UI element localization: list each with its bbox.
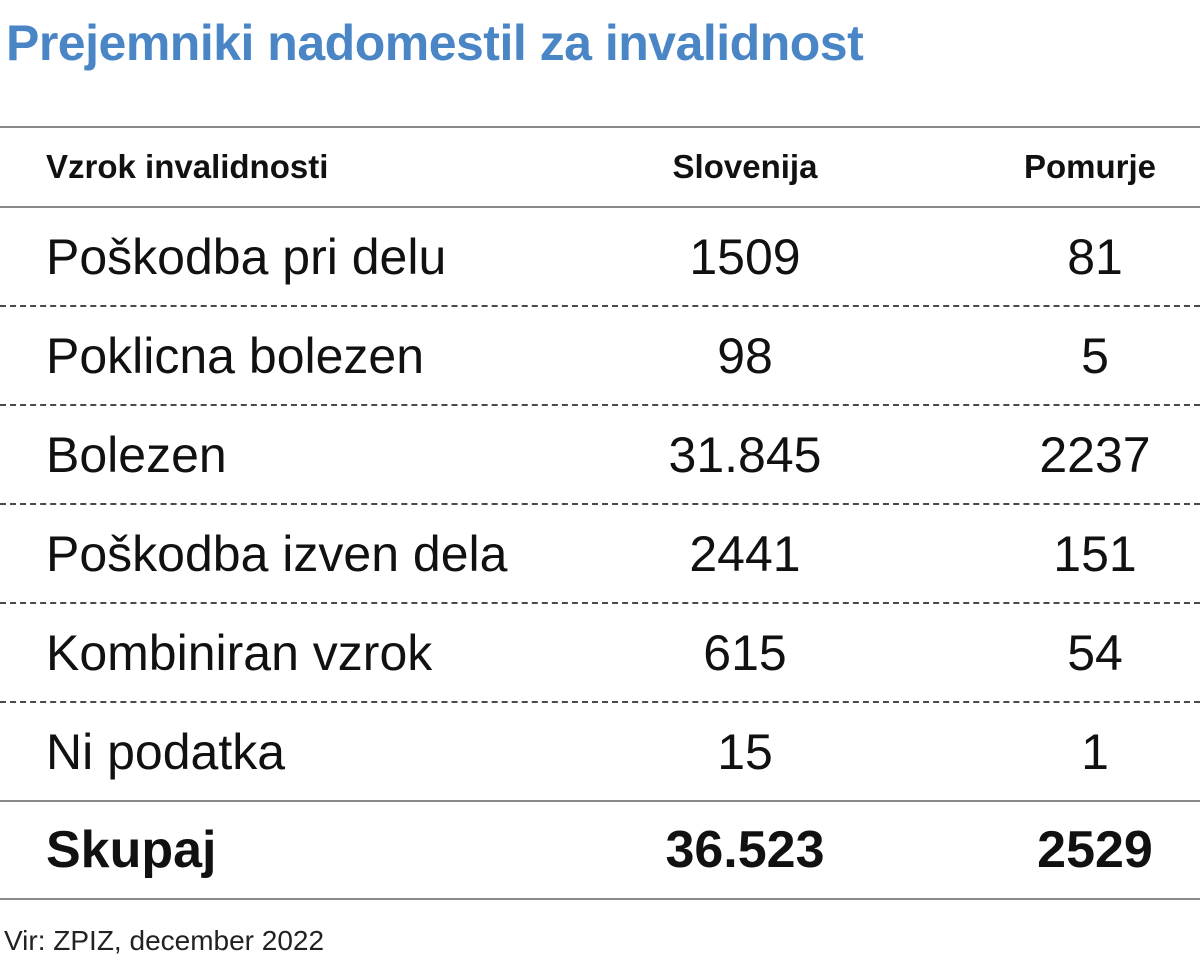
row-cause: Poškodba izven dela — [46, 525, 508, 582]
table-row: Poklicna bolezen 98 5 — [0, 307, 1200, 406]
header-slovenija: Slovenija — [672, 148, 818, 185]
total-slovenija: 36.523 — [665, 821, 825, 879]
table-header-row: Vzrok invalidnosti Slovenija Pomurje — [0, 128, 1200, 208]
row-cause: Poškodba pri delu — [46, 228, 447, 285]
table-row: Ni podatka 15 1 — [0, 703, 1200, 802]
row-slovenija: 2441 — [689, 525, 801, 582]
row-cause: Bolezen — [46, 426, 227, 483]
row-cause: Kombiniran vzrok — [46, 624, 433, 681]
row-slovenija: 615 — [703, 624, 787, 681]
row-slovenija: 31.845 — [668, 426, 822, 483]
row-pomurje: 2237 — [1039, 426, 1151, 483]
row-cause: Ni podatka — [46, 723, 286, 780]
data-table: Vzrok invalidnosti Slovenija Pomurje Poš… — [0, 126, 1200, 900]
header-cause: Vzrok invalidnosti — [46, 148, 329, 185]
row-slovenija: 1509 — [689, 228, 801, 285]
table-row: Poškodba pri delu 1509 81 — [0, 208, 1200, 307]
row-pomurje: 5 — [1081, 327, 1109, 384]
row-pomurje: 81 — [1067, 228, 1123, 285]
table-row: Kombiniran vzrok 615 54 — [0, 604, 1200, 703]
source-note: Vir: ZPIZ, december 2022 — [4, 925, 325, 956]
table-row: Poškodba izven dela 2441 151 — [0, 505, 1200, 604]
page-title: Prejemniki nadomestil za invalidnost — [6, 15, 864, 71]
table-total-row: Skupaj 36.523 2529 — [0, 802, 1200, 900]
total-label: Skupaj — [46, 821, 217, 879]
row-pomurje: 151 — [1053, 525, 1137, 582]
row-pomurje: 54 — [1067, 624, 1123, 681]
table-top-rule — [0, 126, 1200, 128]
row-cause: Poklicna bolezen — [46, 327, 425, 384]
row-slovenija: 15 — [717, 723, 773, 780]
total-pomurje: 2529 — [1037, 821, 1153, 879]
row-pomurje: 1 — [1081, 723, 1109, 780]
table-row: Bolezen 31.845 2237 — [0, 406, 1200, 505]
row-slovenija: 98 — [717, 327, 773, 384]
header-pomurje: Pomurje — [1023, 148, 1157, 185]
